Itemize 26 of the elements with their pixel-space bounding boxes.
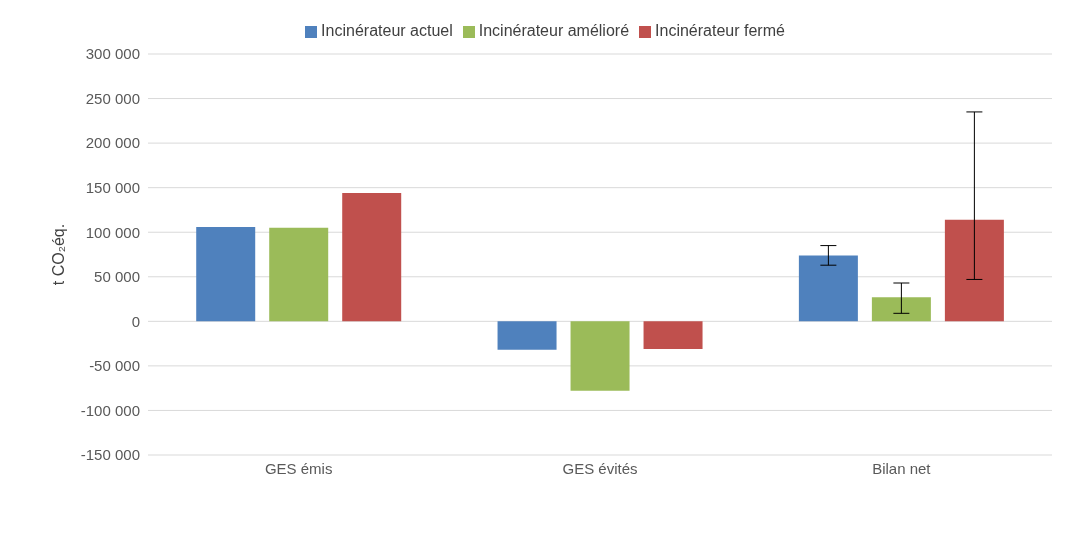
bar xyxy=(570,321,630,391)
x-tick-label: GES évités xyxy=(562,459,638,477)
bar xyxy=(497,321,557,350)
y-tick-label: 200 000 xyxy=(85,134,140,152)
y-tick-label: 50 000 xyxy=(94,268,140,286)
y-tick-label: 300 000 xyxy=(85,45,140,63)
y-tick-label: 100 000 xyxy=(85,223,140,241)
bar xyxy=(196,226,256,322)
x-tick-label: GES émis xyxy=(264,459,333,477)
bar xyxy=(269,227,329,322)
y-tick-label: 150 000 xyxy=(85,178,140,196)
legend-label: Incinérateur amélioré xyxy=(478,22,630,39)
bar xyxy=(342,193,402,322)
y-tick-label: -150 000 xyxy=(80,446,140,464)
y-tick-label: 250 000 xyxy=(85,89,140,107)
x-tick-label: Bilan net xyxy=(872,459,932,477)
legend-label: Incinérateur fermé xyxy=(655,22,785,39)
y-tick-label: -50 000 xyxy=(89,357,140,375)
bar xyxy=(798,255,858,322)
bar xyxy=(643,321,703,349)
bar xyxy=(944,219,1004,322)
y-tick-label: 0 xyxy=(131,312,140,330)
y-axis-title: t CO₂éq. xyxy=(49,223,67,286)
bar xyxy=(871,297,931,322)
y-tick-label: -100 000 xyxy=(80,401,140,419)
legend-label: Incinérateur actuel xyxy=(321,22,453,39)
